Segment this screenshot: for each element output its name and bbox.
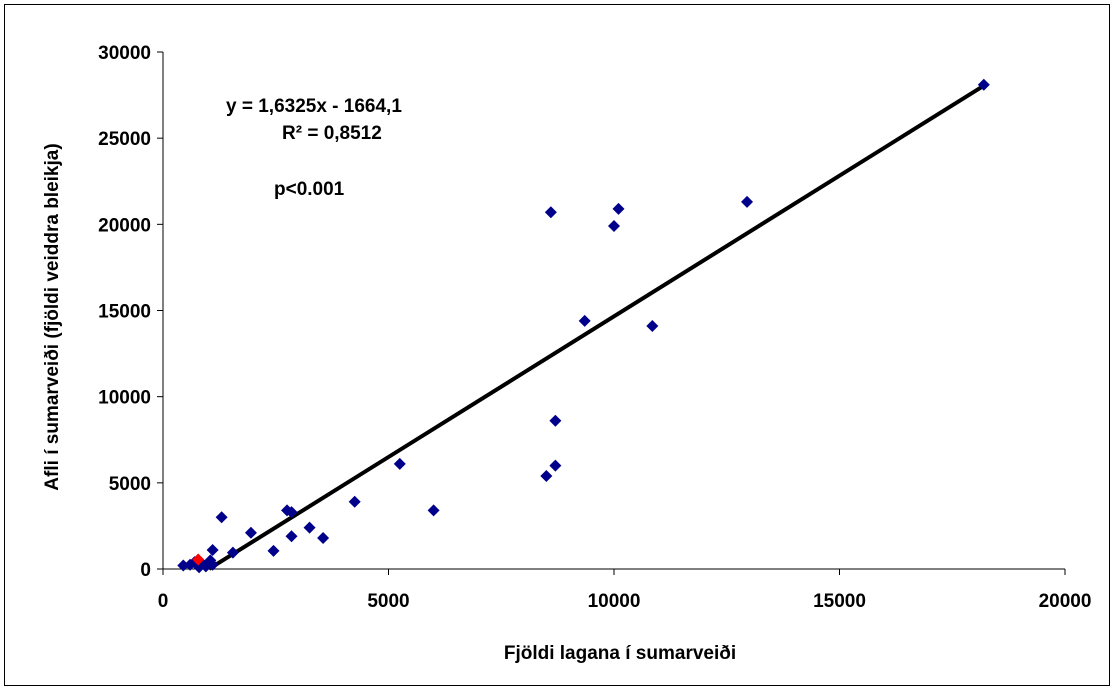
x-tick-label: 20000 bbox=[1039, 591, 1092, 612]
y-axis-title: Afli í sumarveiði (fjöldi veiddra bleikj… bbox=[42, 143, 63, 490]
data-point bbox=[427, 504, 440, 517]
scatter-chart: y = 1,6325x - 1664,1 R² = 0,8512 p<0.001… bbox=[42, 43, 1091, 664]
chart-frame: y = 1,6325x - 1664,1 R² = 0,8512 p<0.001… bbox=[4, 4, 1110, 686]
trendline-group bbox=[207, 83, 985, 571]
y-tick-label: 25000 bbox=[98, 129, 151, 150]
trendline bbox=[207, 83, 985, 571]
data-point bbox=[741, 195, 754, 208]
x-tick-label: 0 bbox=[158, 591, 169, 612]
data-point bbox=[317, 531, 330, 544]
data-point bbox=[578, 314, 591, 327]
data-point bbox=[206, 558, 219, 571]
data-point bbox=[177, 559, 190, 572]
data-point bbox=[206, 544, 219, 557]
tick-labels: 0 5000 10000 15000 20000 0 5000 10000 15000 20000… bbox=[98, 43, 1091, 612]
data-point bbox=[646, 320, 659, 333]
x-axis-title: Fjöldi lagana í sumarveiði bbox=[504, 643, 736, 664]
p-value-label: p<0.001 bbox=[274, 179, 345, 200]
data-point bbox=[544, 206, 557, 219]
data-point bbox=[267, 544, 280, 557]
data-point bbox=[549, 459, 562, 472]
y-tick-label: 30000 bbox=[98, 43, 151, 64]
data-point bbox=[549, 414, 562, 427]
data-point bbox=[608, 220, 620, 233]
y-tick-label: 0 bbox=[140, 560, 151, 581]
data-point bbox=[193, 561, 206, 574]
data-point bbox=[540, 469, 553, 482]
x-tick-label: 10000 bbox=[588, 591, 641, 612]
regression-equation: y = 1,6325x - 1664,1 bbox=[226, 96, 402, 117]
data-point bbox=[285, 530, 298, 543]
data-point bbox=[285, 506, 298, 519]
y-tick-label: 10000 bbox=[98, 388, 151, 409]
data-points bbox=[177, 78, 990, 574]
data-point bbox=[226, 546, 239, 559]
data-point bbox=[303, 521, 316, 534]
x-tick-label: 15000 bbox=[813, 591, 866, 612]
axes bbox=[157, 51, 1066, 575]
data-point bbox=[348, 495, 361, 508]
annotations: y = 1,6325x - 1664,1 R² = 0,8512 p<0.001 bbox=[226, 96, 402, 200]
y-tick-label: 15000 bbox=[98, 302, 151, 323]
y-tick-label: 5000 bbox=[109, 474, 151, 495]
r-squared-label: R² = 0,8512 bbox=[282, 123, 382, 144]
highlighted-data-point bbox=[192, 553, 205, 566]
x-tick-label: 5000 bbox=[367, 591, 409, 612]
y-tick-label: 20000 bbox=[98, 215, 151, 236]
data-point bbox=[977, 78, 990, 91]
data-point bbox=[393, 457, 406, 470]
data-point bbox=[612, 202, 625, 215]
data-point bbox=[244, 526, 257, 539]
data-point bbox=[215, 511, 228, 524]
